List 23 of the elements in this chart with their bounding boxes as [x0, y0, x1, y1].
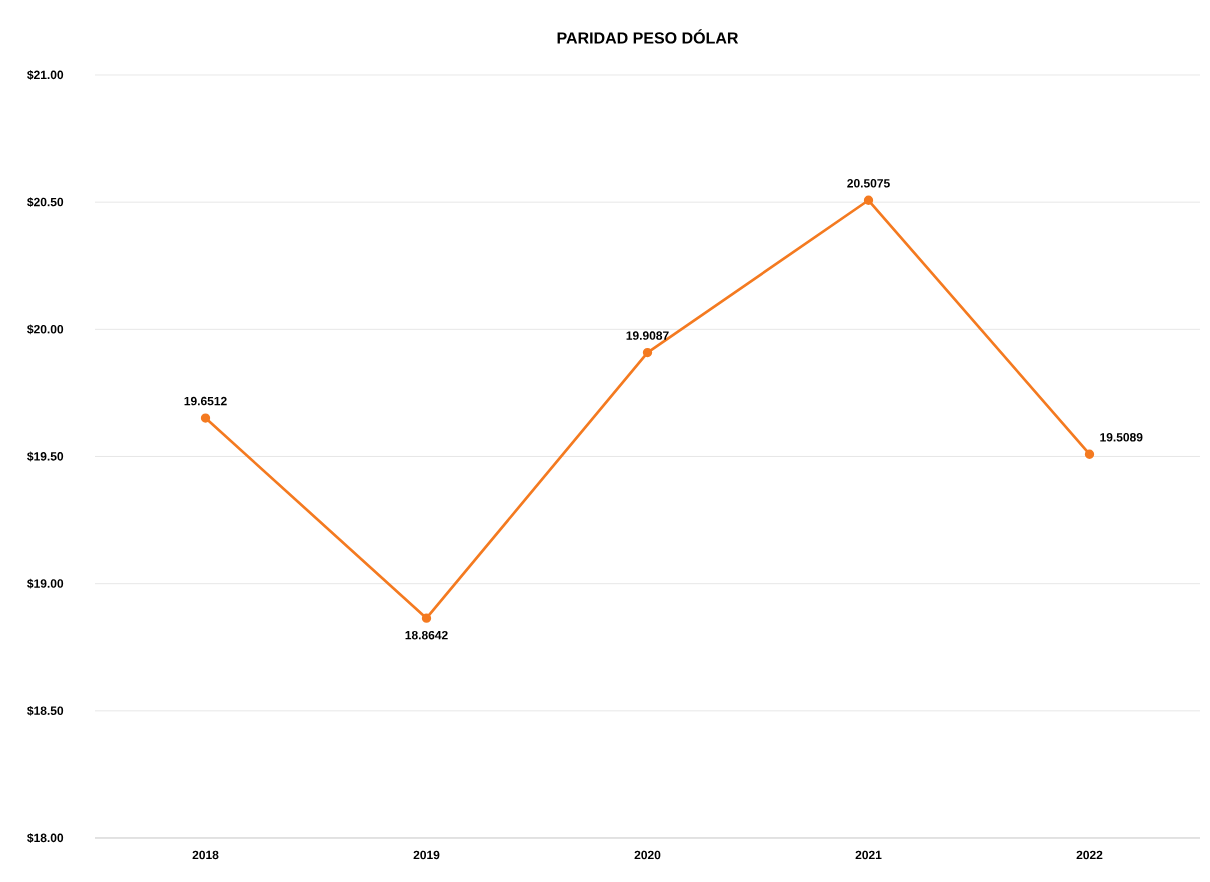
point	[1084, 449, 1095, 459]
y-tick-label: $19.50	[27, 451, 64, 462]
data-label: 18.8642	[405, 630, 448, 640]
chart-title: PARIDAD PESO DÓLAR	[557, 29, 739, 44]
y-tick-label: $20.00	[27, 324, 64, 335]
x-tick-label: 2020	[634, 850, 661, 860]
x-tick-label: 2021	[855, 850, 882, 860]
point	[642, 347, 653, 358]
y-tick-label: $21.00	[27, 70, 64, 80]
x-tick-label: 2018	[192, 850, 219, 860]
point	[200, 413, 211, 423]
data-label: 20.5075	[847, 179, 890, 188]
y-tick-label: $19.00	[27, 578, 64, 589]
data-label: 19.5089	[1100, 433, 1143, 442]
y-tick-label: $20.50	[27, 197, 64, 208]
point	[421, 613, 432, 623]
y-tick-label: $18.00	[27, 833, 64, 843]
y-tick-label: $18.50	[27, 705, 64, 716]
point	[863, 195, 874, 205]
x-tick-label: 2019	[413, 850, 440, 860]
data-label: 19.9087	[626, 331, 669, 340]
x-tick-label: 2022	[1076, 850, 1103, 860]
data-label: 19.6512	[184, 396, 227, 406]
